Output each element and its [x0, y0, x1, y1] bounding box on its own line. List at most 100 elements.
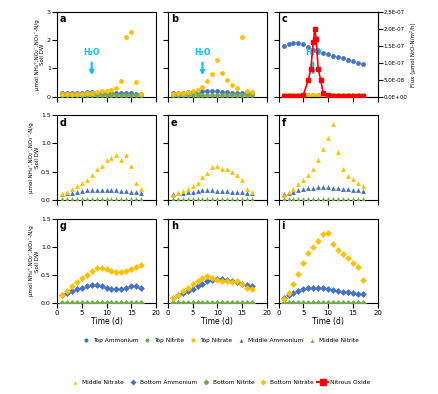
Point — [289, 92, 296, 98]
Point — [108, 286, 115, 292]
Point — [294, 288, 301, 294]
Point — [88, 300, 95, 306]
Point — [223, 278, 230, 284]
Point — [174, 190, 181, 196]
Point — [233, 300, 240, 306]
Point — [353, 92, 360, 98]
Point — [83, 89, 90, 95]
Point — [294, 196, 301, 203]
Text: g: g — [60, 221, 67, 231]
Point — [93, 89, 100, 95]
Point — [93, 89, 100, 96]
Point — [309, 184, 316, 191]
Point — [299, 286, 306, 292]
Point — [343, 289, 350, 295]
Point — [117, 157, 124, 164]
Point — [218, 166, 225, 172]
Point — [203, 278, 210, 284]
Point — [88, 282, 95, 288]
Point — [189, 89, 196, 95]
Point — [353, 180, 360, 186]
Point — [203, 78, 210, 84]
Point — [319, 231, 326, 238]
Point — [64, 91, 71, 97]
Point — [218, 89, 225, 95]
Point — [248, 190, 255, 196]
Point — [284, 292, 291, 299]
Point — [213, 188, 220, 194]
Point — [243, 300, 250, 306]
Point — [339, 55, 346, 61]
Point — [329, 241, 336, 247]
Point — [284, 92, 291, 98]
Point — [279, 296, 286, 302]
Point — [279, 92, 286, 98]
Point — [329, 92, 336, 98]
Point — [243, 186, 250, 192]
Point — [138, 284, 145, 291]
Point — [189, 188, 196, 195]
Point — [68, 186, 75, 192]
Point — [198, 281, 205, 287]
Point — [103, 266, 110, 273]
Point — [213, 196, 220, 203]
Point — [184, 92, 191, 98]
Point — [203, 187, 210, 193]
Point — [64, 288, 71, 294]
Point — [68, 90, 75, 96]
Point — [233, 85, 240, 91]
Point — [284, 41, 291, 47]
Point — [113, 196, 120, 203]
Point — [218, 92, 225, 98]
Point — [299, 196, 306, 203]
Point — [108, 154, 115, 161]
Y-axis label: Flux (μmol N₂O-N/m²/h): Flux (μmol N₂O-N/m²/h) — [410, 22, 416, 87]
Point — [228, 82, 235, 88]
Point — [289, 40, 296, 46]
Point — [113, 152, 120, 158]
Point — [174, 190, 181, 196]
Point — [339, 196, 346, 203]
Point — [248, 92, 255, 98]
Point — [73, 89, 80, 96]
Point — [64, 290, 71, 296]
Point — [223, 277, 230, 283]
Point — [284, 92, 291, 98]
Legend: Top Ammonium, Top Nitrite, Top Nitrate, Middle Ammonium, Middle Nitrite: Top Ammonium, Top Nitrite, Top Nitrate, … — [78, 336, 360, 346]
Point — [73, 196, 80, 203]
Point — [108, 92, 115, 98]
Point — [83, 90, 90, 97]
Point — [358, 92, 365, 98]
Point — [117, 300, 124, 306]
Point — [349, 260, 356, 266]
Point — [243, 282, 250, 288]
Point — [58, 292, 65, 298]
Point — [319, 196, 326, 203]
Point — [198, 91, 205, 98]
Point — [208, 164, 215, 170]
Point — [248, 89, 255, 95]
Point — [349, 92, 356, 98]
Point — [108, 86, 115, 93]
Point — [319, 284, 326, 291]
Point — [88, 268, 95, 274]
Point — [228, 188, 235, 195]
Point — [324, 196, 331, 203]
Point — [289, 300, 296, 306]
Point — [127, 28, 134, 35]
Point — [314, 238, 321, 244]
Point — [73, 188, 80, 195]
Text: H₂O: H₂O — [83, 48, 100, 73]
Point — [127, 266, 134, 273]
Point — [174, 300, 181, 306]
Point — [198, 275, 205, 281]
Point — [319, 184, 326, 190]
Point — [68, 92, 75, 98]
Point — [103, 90, 110, 96]
Point — [83, 300, 90, 306]
Point — [132, 189, 139, 195]
Point — [108, 90, 115, 97]
Text: e: e — [170, 118, 177, 128]
Point — [93, 92, 100, 98]
Point — [98, 283, 105, 290]
